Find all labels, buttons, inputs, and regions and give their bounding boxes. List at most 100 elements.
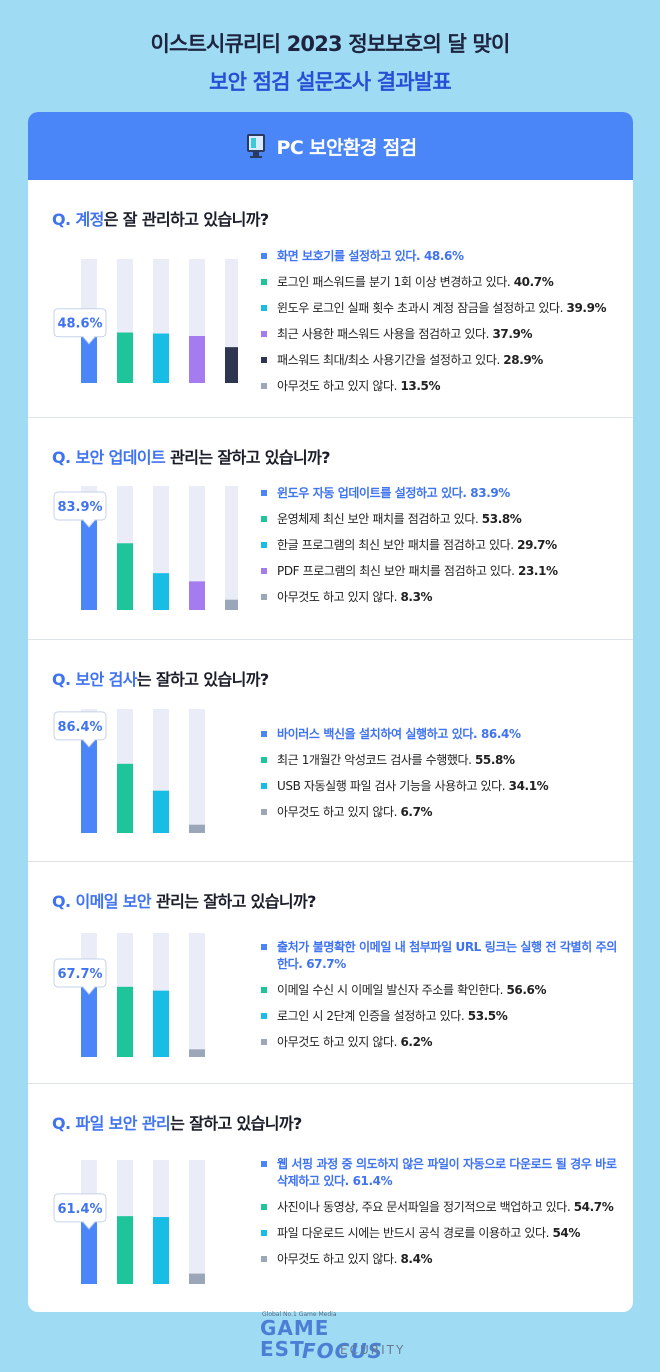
callout-label: 67.7% — [57, 967, 102, 982]
bar-4 — [189, 824, 205, 833]
page-header: 이스트시큐리티 2023 정보보호의 달 맞이 보안 점검 설문조사 결과발표 — [0, 28, 660, 96]
legend-text: PDF 프로그램의 최신 보안 패치를 점검하고 있다. — [277, 564, 519, 578]
legend-value: 39.9% — [566, 301, 607, 315]
legend-value: 56.6% — [506, 983, 547, 997]
legend-item: 화면 보호기를 설정하고 있다. 48.6% — [261, 248, 626, 265]
legend-swatch — [261, 987, 267, 993]
legend: 웹 서핑 과정 중 의도하지 않은 파일이 자동으로 다운로드 될 경우 바로 … — [261, 1156, 626, 1277]
legend-value: 34.1% — [508, 779, 549, 793]
bar-3 — [153, 990, 169, 1057]
card-title: PC 보안환경 점검 — [276, 136, 418, 159]
legend-value: 48.6% — [423, 249, 464, 263]
legend-value: 37.9% — [492, 327, 533, 341]
legend-swatch — [261, 944, 267, 950]
legend-swatch — [261, 731, 267, 737]
legend-value: 53.5% — [467, 1009, 508, 1023]
legend-item: 아무것도 하고 있지 않다. 8.3% — [261, 589, 626, 606]
legend-item: 로그인 시 2단계 인증을 설정하고 있다. 53.5% — [261, 1008, 626, 1025]
legend-item: 윈도우 로그인 실패 횟수 초과시 계정 잠금을 설정하고 있다. 39.9% — [261, 300, 626, 317]
legend-text: 최근 사용한 패스워드 사용을 점검하고 있다. — [277, 327, 493, 341]
bar-2 — [117, 763, 133, 833]
legend-item: 한글 프로그램의 최신 보안 패치를 점검하고 있다. 29.7% — [261, 537, 626, 554]
bar-2 — [117, 1216, 133, 1284]
bar-track — [189, 1160, 205, 1284]
callout-label: 61.4% — [57, 1202, 102, 1217]
legend-swatch — [261, 568, 267, 574]
legend-item: 최근 사용한 패스워드 사용을 점검하고 있다. 37.9% — [261, 326, 626, 343]
bar-chart: 67.7% — [48, 933, 238, 1057]
bar-chart: 61.4% — [48, 1160, 238, 1284]
legend-value: 54.7% — [573, 1200, 614, 1214]
legend-item: 운영체제 최신 보안 패치를 점검하고 있다. 53.8% — [261, 511, 626, 528]
legend-swatch — [261, 594, 267, 600]
question-title: Q. 파일 보안 관리는 잘하고 있습니까? — [52, 1114, 302, 1133]
legend-item: 로그인 패스워드를 분기 1회 이상 변경하고 있다. 40.7% — [261, 274, 626, 291]
legend-text: 패스워드 최대/최소 사용기간을 설정하고 있다. — [277, 353, 504, 367]
bar-5 — [225, 347, 238, 383]
legend-value: 55.8% — [474, 753, 515, 767]
legend-item: PDF 프로그램의 최신 보안 패치를 점검하고 있다. 23.1% — [261, 563, 626, 580]
legend-value: 6.2% — [400, 1035, 433, 1049]
callout-label: 86.4% — [57, 720, 102, 735]
legend-swatch — [261, 1204, 267, 1210]
header-line-1: 이스트시큐리티 2023 정보보호의 달 맞이 — [150, 32, 510, 56]
legend-text: 운영체제 최신 보안 패치를 점검하고 있다. — [277, 512, 482, 526]
legend-text: 윈도우 자동 업데이트를 설정하고 있다. — [277, 486, 471, 500]
bar-2 — [117, 986, 133, 1057]
legend-text: 이메일 수신 시 이메일 발신자 주소를 확인한다. — [277, 983, 507, 997]
legend-item: 패스워드 최대/최소 사용기간을 설정하고 있다. 28.9% — [261, 352, 626, 369]
bar-5 — [225, 599, 238, 610]
legend: 화면 보호기를 설정하고 있다. 48.6% 로그인 패스워드를 분기 1회 이상… — [261, 248, 626, 404]
legend-value: 83.9% — [470, 486, 510, 500]
legend-item: 바이러스 백신을 설치하여 실행하고 있다. 86.4% — [261, 726, 626, 743]
legend-text: 바이러스 백신을 설치하여 실행하고 있다. — [277, 727, 481, 741]
legend-value: 8.3% — [400, 590, 433, 604]
bar-chart: 83.9% — [48, 486, 238, 610]
legend-text: USB 자동실행 파일 검사 기능을 사용하고 있다. — [277, 779, 509, 793]
question-title: Q. 보안 검사는 잘하고 있습니까? — [52, 670, 269, 689]
legend: 출처가 불명확한 이메일 내 첨부파일 URL 링크는 실행 전 각별히 주의한… — [261, 939, 626, 1060]
callout-label: 48.6% — [57, 317, 102, 332]
legend-swatch — [261, 1039, 267, 1045]
bar-4 — [189, 581, 205, 610]
legend-swatch — [261, 331, 267, 337]
bar-1 — [81, 1207, 97, 1284]
bar-1 — [81, 725, 97, 833]
legend: 바이러스 백신을 설치하여 실행하고 있다. 86.4% 최근 1개월간 악성코드… — [261, 726, 626, 830]
legend-item: 파일 다운로드 시에는 반드시 공식 경로를 이용하고 있다. 54% — [261, 1225, 626, 1242]
legend-text: 아무것도 하고 있지 않다. — [277, 805, 401, 819]
bar-track — [189, 933, 205, 1057]
section-update: Q. 보안 업데이트 관리는 잘하고 있습니까? 83.9% 윈도우 자동 업데… — [28, 418, 633, 640]
legend-value: 29.7% — [517, 538, 557, 552]
legend-value: 40.7% — [513, 275, 554, 289]
legend-swatch — [261, 253, 267, 259]
legend-text: 웹 서핑 과정 중 의도하지 않은 파일이 자동으로 다운로드 될 경우 바로 … — [277, 1157, 617, 1188]
legend-item: 아무것도 하고 있지 않다. 6.7% — [261, 804, 626, 821]
bar-3 — [153, 573, 169, 610]
legend-item: 사진이나 동영상, 주요 문서파일을 정기적으로 백업하고 있다. 54.7% — [261, 1199, 626, 1216]
legend-item: 아무것도 하고 있지 않다. 13.5% — [261, 378, 626, 395]
legend-swatch — [261, 1161, 267, 1167]
legend-value: 61.4% — [352, 1174, 393, 1188]
header-line-2: 보안 점검 설문조사 결과발표 — [209, 70, 452, 94]
legend-value: 28.9% — [503, 353, 543, 367]
legend: 윈도우 자동 업데이트를 설정하고 있다. 83.9% 운영체제 최신 보안 패치… — [261, 485, 626, 615]
bar-2 — [117, 332, 133, 383]
monitor-icon — [245, 134, 267, 158]
legend-swatch — [261, 1230, 267, 1236]
legend-item: 윈도우 자동 업데이트를 설정하고 있다. 83.9% — [261, 485, 626, 502]
legend-text: 출처가 불명확한 이메일 내 첨부파일 URL 링크는 실행 전 각별히 주의한… — [277, 940, 617, 971]
legend-text: 로그인 패스워드를 분기 1회 이상 변경하고 있다. — [277, 275, 514, 289]
survey-card: PC 보안환경 점검 Q. 계정은 잘 관리하고 있습니까? 48.6% 화면 … — [28, 112, 633, 1312]
legend-swatch — [261, 490, 267, 496]
legend-swatch — [261, 809, 267, 815]
callout-box — [53, 308, 107, 338]
bar-4 — [189, 336, 205, 383]
bar-track — [225, 486, 238, 610]
legend-value: 67.7% — [306, 957, 346, 971]
callout-label: 83.9% — [57, 500, 102, 515]
bar-3 — [153, 790, 169, 833]
legend-value: 54% — [552, 1226, 580, 1240]
legend-text: 아무것도 하고 있지 않다. — [277, 379, 401, 393]
card-header: PC 보안환경 점검 — [28, 112, 633, 180]
